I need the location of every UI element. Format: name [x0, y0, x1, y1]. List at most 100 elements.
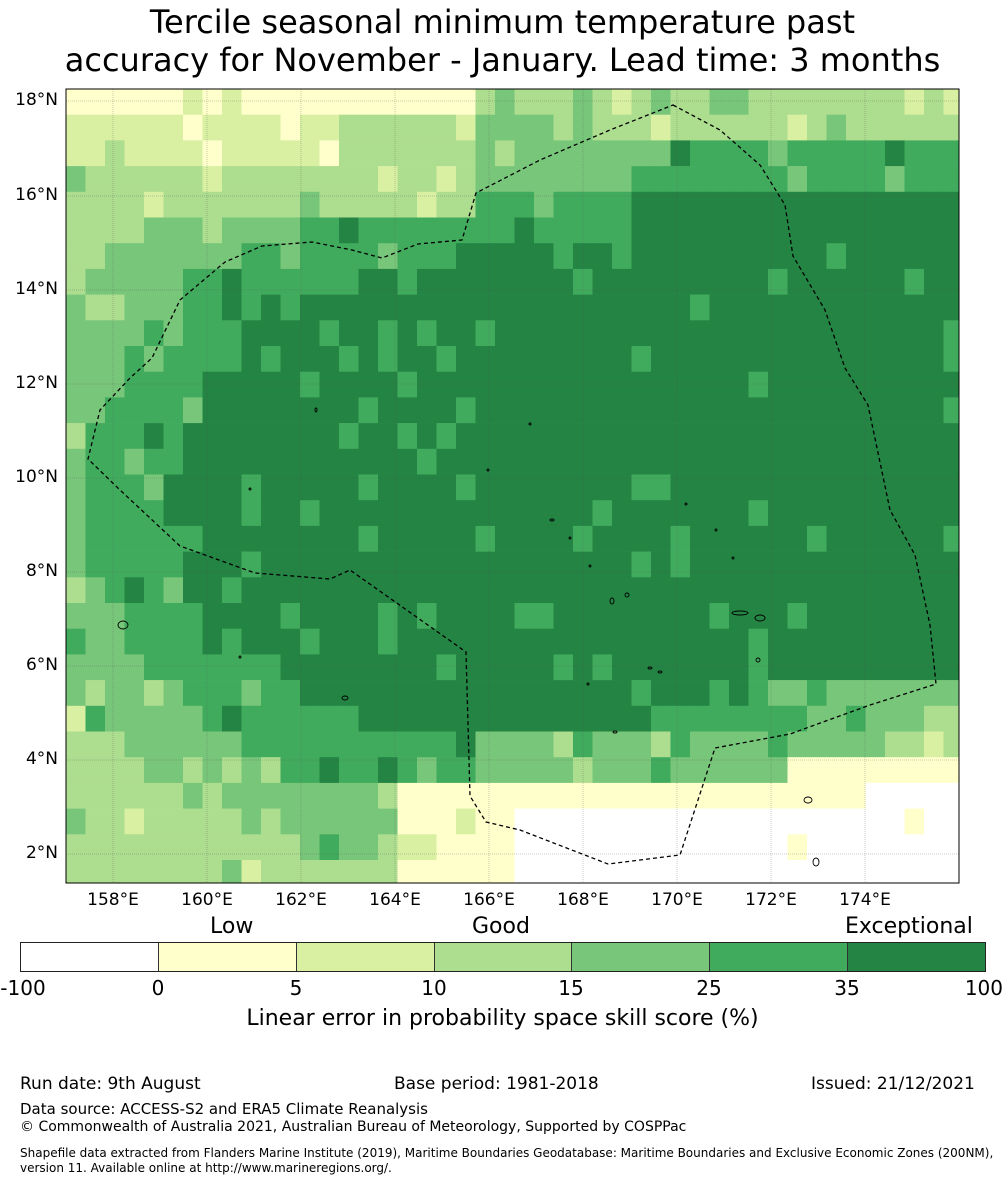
- grid-cell: [787, 731, 808, 758]
- grid-cell: [241, 603, 262, 629]
- grid-cell: [358, 731, 379, 758]
- grid-cell: [397, 423, 418, 450]
- grid-cell: [592, 705, 613, 732]
- grid-cell: [826, 757, 847, 784]
- grid-cell: [124, 166, 145, 193]
- grid-cell: [280, 551, 301, 578]
- grid-cell: [943, 191, 960, 218]
- grid-cell: [319, 551, 340, 578]
- grid-cell: [670, 860, 691, 884]
- grid-cell: [319, 268, 340, 295]
- grid-cell: [924, 397, 944, 424]
- grid-cell: [748, 860, 769, 884]
- grid-cell: [105, 140, 125, 167]
- grid-cell: [222, 500, 242, 527]
- grid-cell: [514, 808, 535, 835]
- grid-cell: [202, 268, 223, 295]
- island-outline: [803, 796, 813, 804]
- grid-cell: [475, 731, 496, 758]
- grid-cell: [826, 500, 847, 527]
- grid-cell: [826, 371, 847, 398]
- grid-cell: [514, 860, 535, 884]
- lon-label-162e: 162°E: [275, 890, 327, 910]
- grid-cell: [826, 423, 847, 450]
- grid-cell: [183, 243, 203, 270]
- grid-cell: [144, 500, 164, 527]
- grid-cell: [222, 731, 242, 758]
- grid-cell: [631, 834, 652, 861]
- grid-cell: [573, 525, 593, 552]
- grid-cell: [748, 551, 769, 578]
- grid-cell: [709, 320, 730, 347]
- grid-cell: [261, 243, 281, 270]
- grid-cell: [163, 397, 184, 424]
- grid-cell: [553, 191, 574, 218]
- grid-cell: [534, 243, 554, 270]
- grid-cell: [183, 551, 203, 578]
- grid-cell: [807, 243, 827, 270]
- grid-cell: [163, 500, 184, 527]
- grid-cell: [904, 680, 925, 707]
- grid-cell: [846, 757, 866, 784]
- grid-cell: [183, 140, 203, 167]
- island-outline: [612, 730, 618, 734]
- grid-cell: [66, 114, 86, 141]
- grid-cell: [222, 166, 242, 193]
- grid-cell: [280, 448, 301, 475]
- grid-cell: [846, 191, 866, 218]
- grid-cell: [885, 166, 905, 193]
- grid-cell: [358, 320, 379, 347]
- grid-cell: [729, 294, 749, 321]
- lat-label-12n: 12°N: [15, 373, 58, 393]
- grid-cell: [514, 114, 535, 141]
- grid-cell: [436, 191, 457, 218]
- grid-cell: [865, 166, 886, 193]
- grid-cell: [924, 166, 944, 193]
- grid-cell: [378, 371, 398, 398]
- grid-cell: [456, 217, 476, 244]
- grid-cell: [807, 268, 827, 295]
- grid-cell: [241, 217, 262, 244]
- grid-cell: [222, 114, 242, 141]
- grid-cell: [709, 628, 730, 655]
- grid-cell: [768, 757, 788, 784]
- grid-cell: [163, 834, 184, 861]
- grid-cell: [456, 346, 476, 372]
- grid-cell: [378, 423, 398, 450]
- grid-cell: [670, 654, 691, 681]
- grid-cell: [631, 525, 652, 552]
- grid-cell: [768, 371, 788, 398]
- grid-cell: [534, 834, 554, 861]
- grid-cell: [651, 243, 671, 270]
- grid-cell: [339, 808, 359, 835]
- grid-cell: [768, 577, 788, 604]
- grid-cell: [124, 860, 145, 884]
- grid-cell: [202, 294, 223, 321]
- issued-date: Issued: 21/12/2021: [811, 1074, 975, 1094]
- grid-cell: [144, 808, 164, 835]
- grid-cell: [787, 808, 808, 835]
- grid-cell: [904, 448, 925, 475]
- grid-cell: [475, 217, 496, 244]
- grid-cell: [436, 680, 457, 707]
- grid-cell: [124, 705, 145, 732]
- grid-cell: [612, 114, 632, 141]
- grid-cell: [339, 628, 359, 655]
- grid-cell: [553, 89, 574, 115]
- grid-cell: [319, 860, 340, 884]
- grid-cell: [475, 243, 496, 270]
- grid-cell: [846, 294, 866, 321]
- grid-cell: [709, 397, 730, 424]
- grid-cell: [222, 654, 242, 681]
- grid-cell: [495, 654, 515, 681]
- grid-cell: [495, 217, 515, 244]
- grid-cell: [943, 808, 960, 835]
- grid-cell: [924, 577, 944, 604]
- grid-cell: [144, 525, 164, 552]
- grid-cell: [612, 577, 632, 604]
- grid-cell: [397, 500, 418, 527]
- grid-cell: [729, 166, 749, 193]
- grid-cell: [417, 705, 437, 732]
- grid-cell: [85, 500, 106, 527]
- grid-cell: [261, 860, 281, 884]
